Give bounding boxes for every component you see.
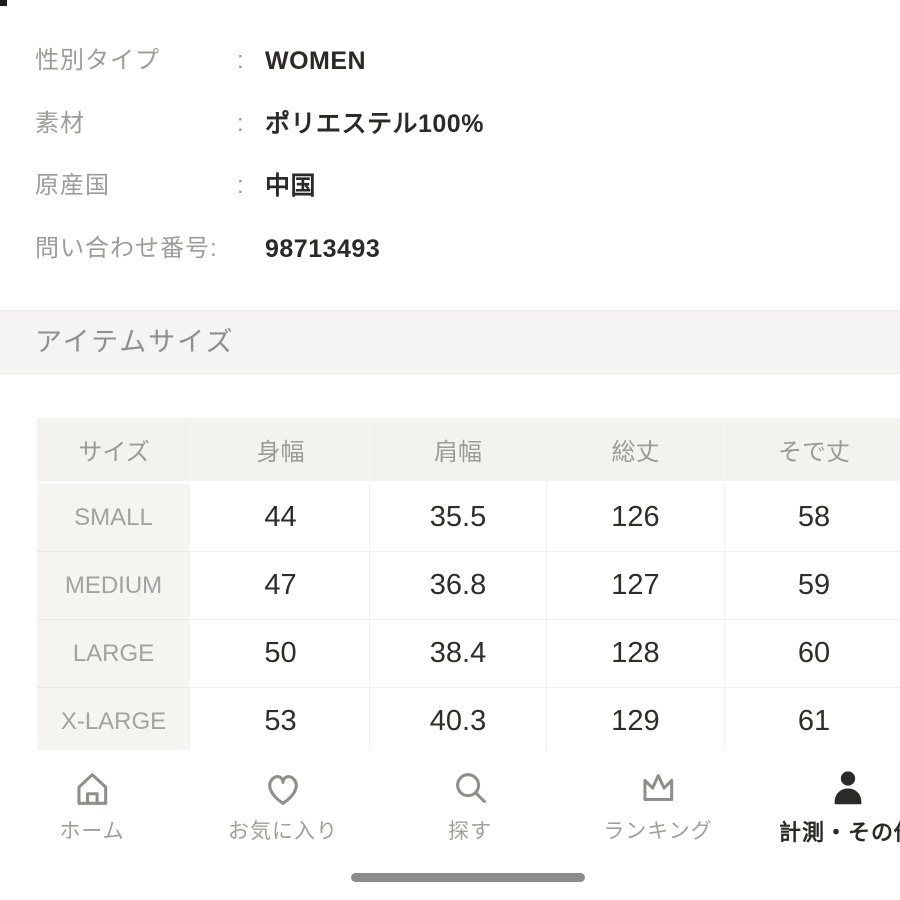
- detail-colon: :: [237, 110, 244, 137]
- item-size-section-header: アイテムサイズ: [0, 310, 900, 374]
- home-indicator-bar[interactable]: [351, 873, 585, 882]
- table-row-x-large: X-LARGE 53 40.3 129 61: [37, 688, 900, 750]
- cell-value: 128: [547, 620, 725, 688]
- detail-value: 中国: [265, 172, 317, 200]
- cell-value: 129: [547, 688, 725, 750]
- detail-value: 98713493: [265, 235, 381, 263]
- nav-item-favorites[interactable]: お気に入り: [228, 768, 338, 845]
- cell-value: 61: [725, 688, 900, 750]
- table-row-large: LARGE 50 38.4 128 60: [37, 620, 900, 688]
- detail-label: 性別タイプ: [35, 47, 160, 74]
- detail-row-material: 素材 : ポリエステル100%: [0, 107, 900, 141]
- column-header-shoulder-width: 肩幅: [370, 418, 547, 484]
- nav-item-measure-other[interactable]: 計測・その他: [779, 768, 900, 847]
- detail-value: WOMEN: [265, 47, 367, 75]
- detail-row-inquiry-number: 問い合わせ番号: 98713493: [0, 232, 900, 266]
- nav-item-label: 探す: [448, 820, 492, 843]
- search-icon: [449, 768, 491, 810]
- nav-item-ranking[interactable]: ランキング: [603, 768, 712, 845]
- cell-value: 53: [192, 688, 370, 750]
- cell-value: 47: [192, 552, 370, 620]
- size-label: X-LARGE: [37, 688, 192, 750]
- size-label: SMALL: [37, 484, 192, 552]
- detail-colon: :: [237, 47, 244, 74]
- size-label: LARGE: [37, 620, 192, 688]
- detail-label: 問い合わせ番号:: [35, 235, 218, 262]
- heart-icon: [262, 768, 304, 810]
- column-header-total-length: 総丈: [547, 418, 725, 484]
- size-table-header-row: サイズ 身幅 肩幅 総丈 そで丈: [37, 418, 900, 484]
- detail-row-gender: 性別タイプ : WOMEN: [0, 44, 900, 78]
- cell-value: 60: [725, 620, 900, 688]
- section-title: アイテムサイズ: [35, 327, 235, 357]
- cell-value: 35.5: [370, 484, 547, 552]
- cell-value: 36.8: [370, 552, 547, 620]
- nav-item-home[interactable]: ホーム: [59, 768, 124, 845]
- detail-row-origin-country: 原産国 : 中国: [0, 169, 900, 203]
- cell-value: 50: [192, 620, 370, 688]
- detail-label: 素材: [35, 110, 85, 137]
- cell-value: 59: [725, 552, 900, 620]
- cell-value: 44: [192, 484, 370, 552]
- cell-value: 126: [547, 484, 725, 552]
- cell-value: 40.3: [370, 688, 547, 750]
- nav-item-search[interactable]: 探す: [448, 768, 492, 845]
- cell-value: 127: [547, 552, 725, 620]
- table-row-small: SMALL 44 35.5 126 58: [37, 484, 900, 552]
- crown-icon: [637, 768, 679, 810]
- size-table: サイズ 身幅 肩幅 総丈 そで丈 SMALL 44 35.5 126 58 ME…: [37, 418, 900, 750]
- nav-item-label: お気に入り: [228, 820, 338, 843]
- column-header-body-width: 身幅: [192, 418, 370, 484]
- cell-value: 58: [725, 484, 900, 552]
- nav-item-label: 計測・その他: [778, 820, 900, 845]
- home-icon: [71, 768, 113, 810]
- size-label: MEDIUM: [37, 552, 192, 620]
- corner-artifact: [0, 0, 7, 6]
- detail-colon: :: [237, 172, 244, 199]
- detail-value: ポリエステル100%: [265, 110, 484, 138]
- cell-value: 38.4: [370, 620, 547, 688]
- size-table-scroll-area[interactable]: サイズ 身幅 肩幅 総丈 そで丈 SMALL 44 35.5 126 58 ME…: [37, 418, 900, 750]
- detail-label: 原産国: [35, 172, 110, 199]
- column-header-size: サイズ: [37, 418, 192, 484]
- nav-item-label: ホーム: [59, 820, 125, 843]
- nav-item-label: ランキング: [603, 820, 713, 843]
- person-icon: [827, 768, 869, 810]
- table-row-medium: MEDIUM 47 36.8 127 59: [37, 552, 900, 620]
- column-header-sleeve-length: そで丈: [725, 418, 900, 484]
